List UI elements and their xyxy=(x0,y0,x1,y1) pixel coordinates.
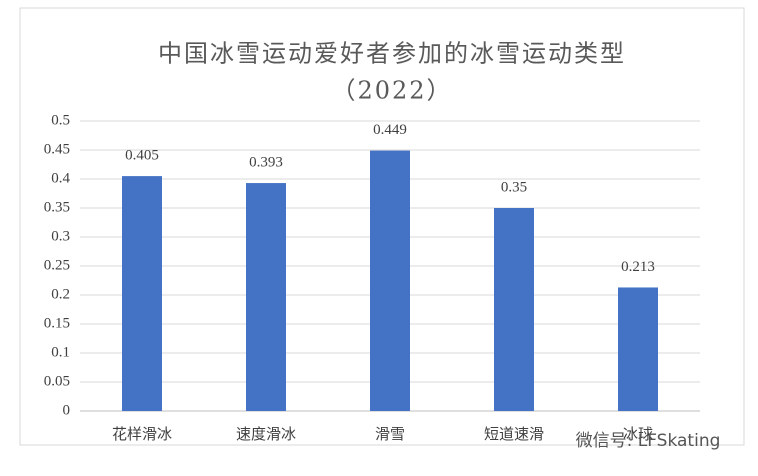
y-tick-label: 0.4 xyxy=(51,170,70,186)
y-tick-label: 0 xyxy=(63,402,71,418)
bar xyxy=(618,287,658,411)
y-tick-label: 0.05 xyxy=(44,373,70,389)
y-tick-label: 0.25 xyxy=(44,257,70,273)
bar xyxy=(494,208,534,411)
value-label: 0.35 xyxy=(501,179,527,195)
chart-subtitle: （2022） xyxy=(331,77,452,105)
x-tick-label: 冰球 xyxy=(623,425,653,443)
x-tick-label: 速度滑冰 xyxy=(236,425,296,443)
y-tick-label: 0.2 xyxy=(51,286,70,302)
watermark: 微信号: LFSkating xyxy=(576,431,721,451)
x-tick-label: 滑雪 xyxy=(375,425,405,443)
y-tick-label: 0.45 xyxy=(44,141,70,157)
value-label: 0.393 xyxy=(249,154,283,170)
x-tick-label: 短道速滑 xyxy=(484,425,544,443)
y-tick-label: 0.3 xyxy=(51,228,70,244)
y-tick-label: 0.1 xyxy=(51,344,70,360)
x-tick-label: 花样滑冰 xyxy=(112,425,172,443)
value-label: 0.449 xyxy=(373,122,407,138)
chart-title: 中国冰雪运动爱好者参加的冰雪运动类型 xyxy=(158,40,626,68)
value-label: 0.405 xyxy=(125,148,159,164)
bar xyxy=(370,150,410,411)
y-tick-label: 0.15 xyxy=(44,315,70,331)
bar xyxy=(122,176,162,411)
y-tick-label: 0.35 xyxy=(44,199,70,215)
bar xyxy=(246,183,286,411)
y-tick-label: 0.5 xyxy=(51,112,70,128)
value-label: 0.213 xyxy=(621,259,655,275)
